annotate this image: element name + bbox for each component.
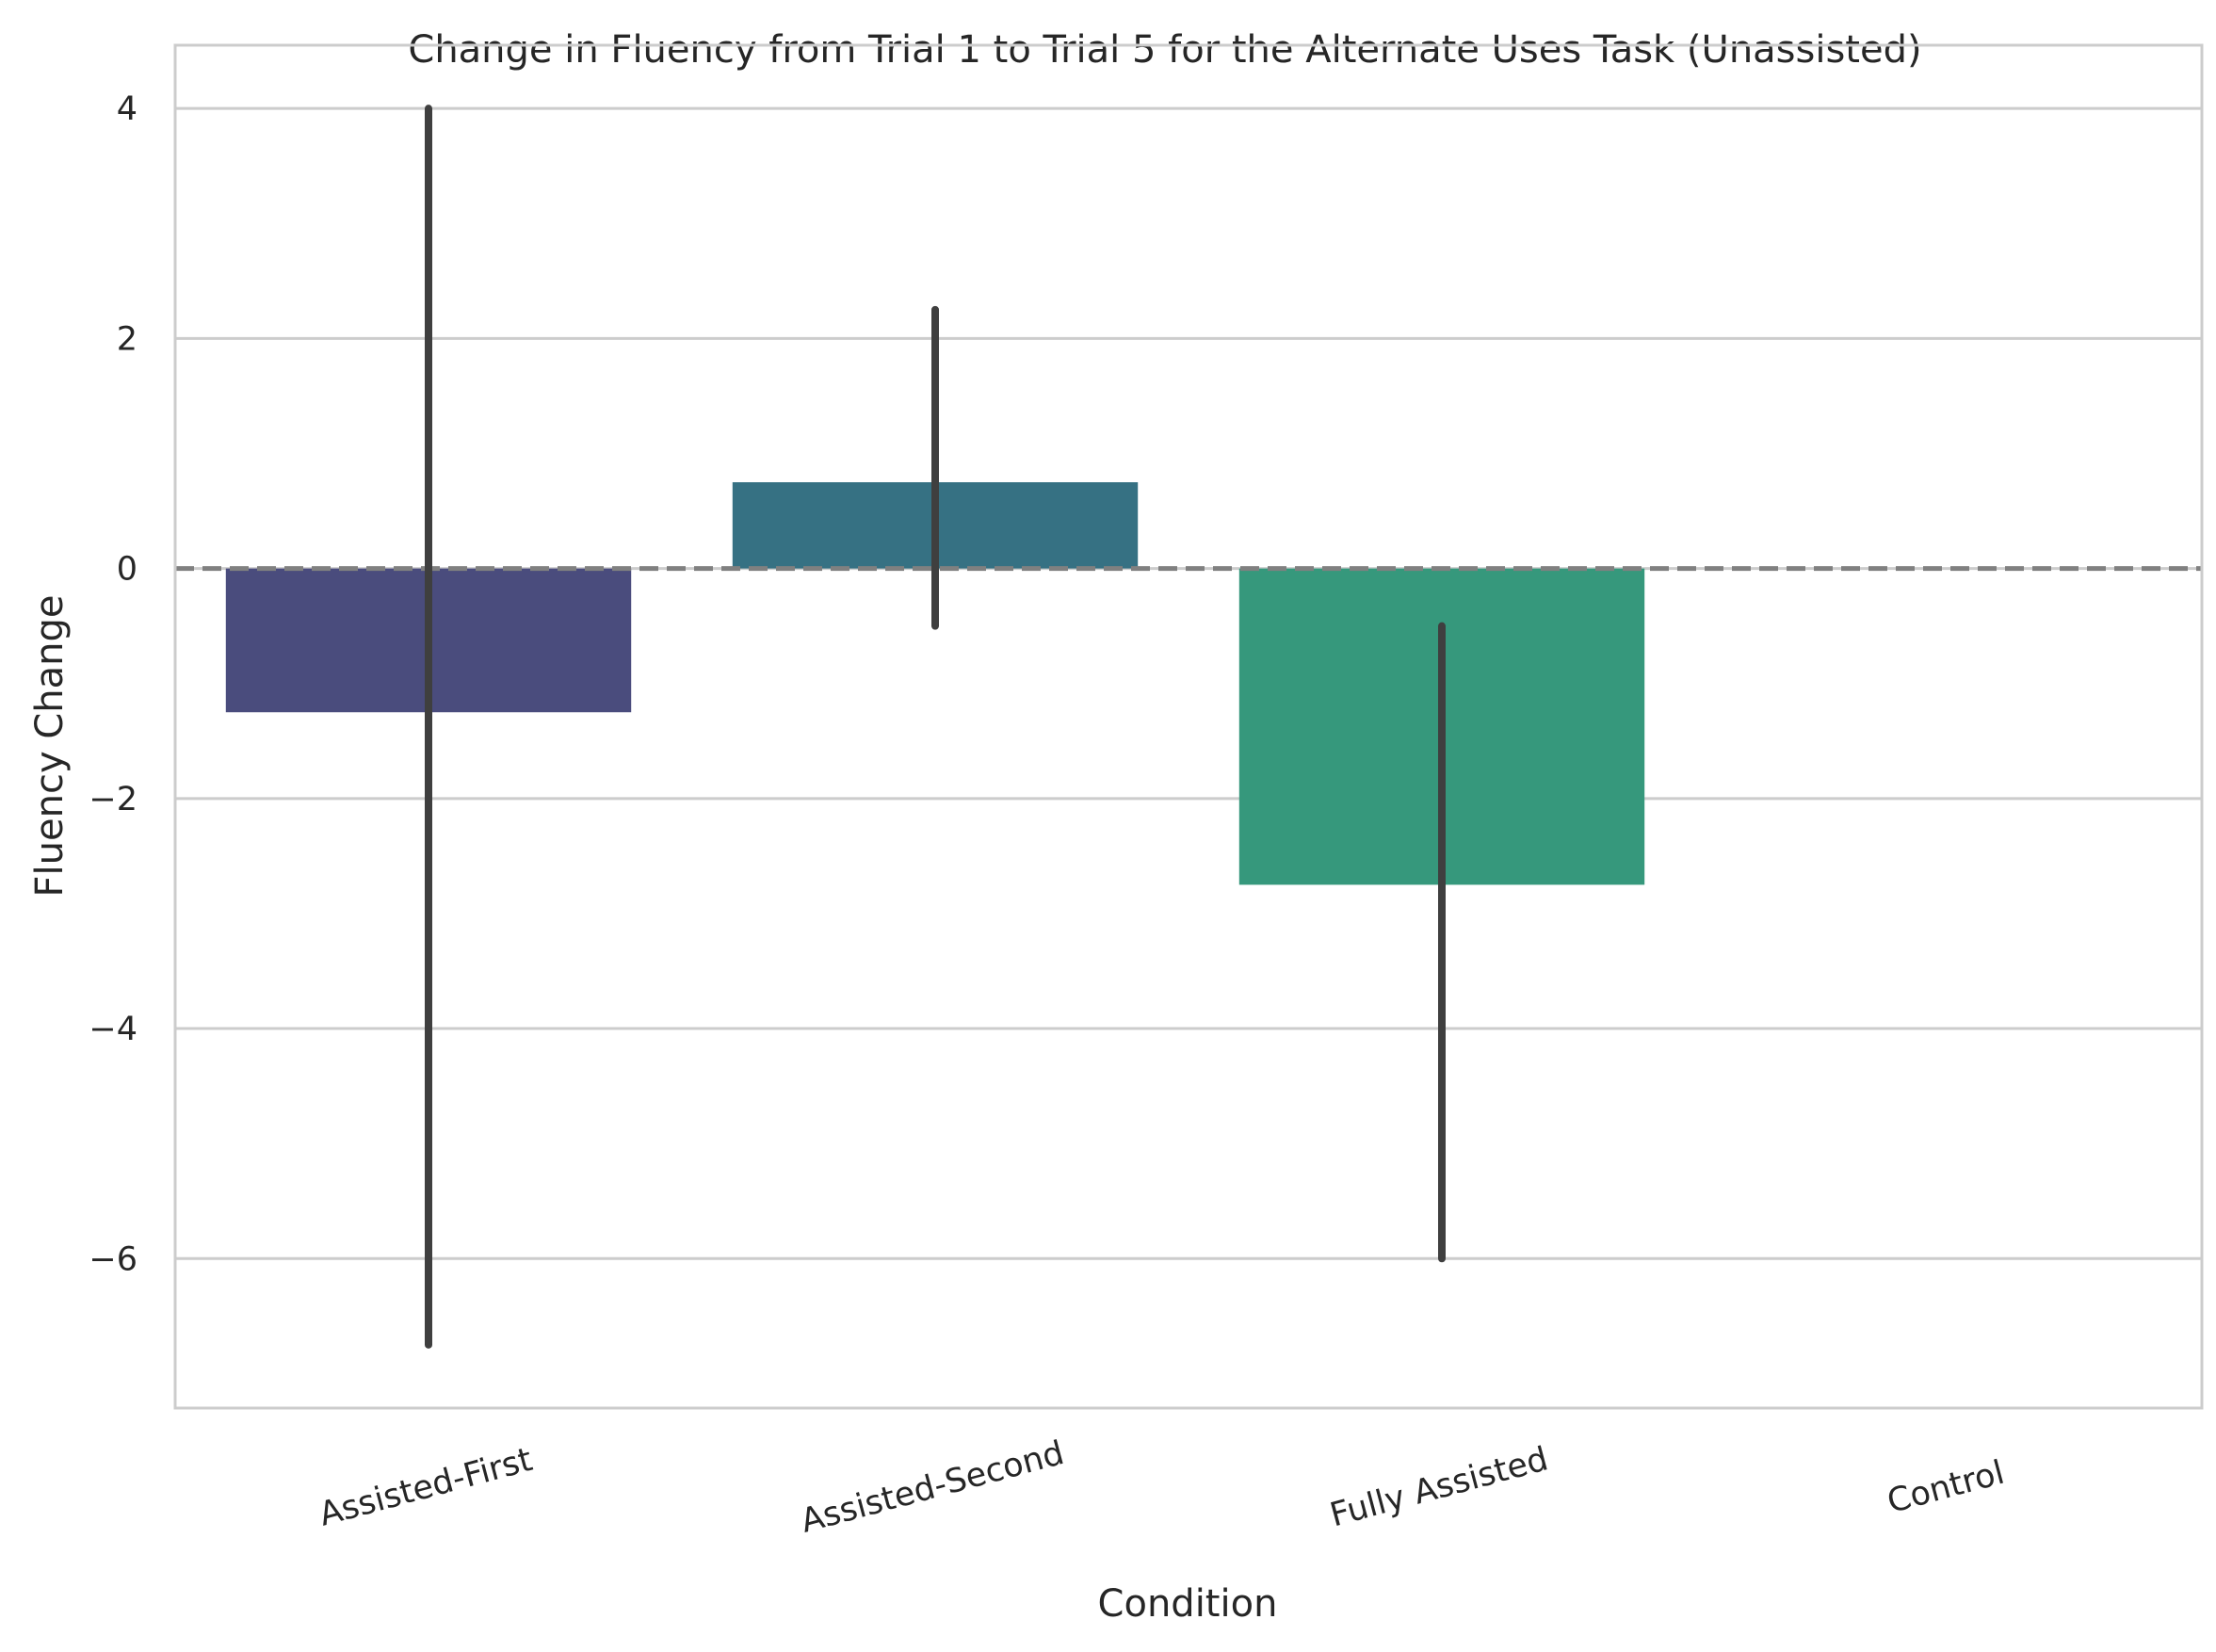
- x-tick-label: Assisted-First: [315, 1441, 537, 1534]
- error-bars: [425, 105, 1446, 1349]
- y-tick-label: −4: [89, 1011, 137, 1048]
- y-tick-label: 2: [117, 320, 137, 358]
- x-tick-label: Control: [1884, 1454, 2009, 1521]
- y-tick-label: −6: [89, 1240, 137, 1278]
- y-tick-label: 4: [117, 90, 137, 128]
- y-axis-label: Fluency Change: [28, 595, 72, 898]
- x-tick-label: Fully Assisted: [1326, 1440, 1552, 1534]
- x-tick-labels: Assisted-First Assisted-Second Fully Assis…: [315, 1434, 2009, 1541]
- y-tick-label: 0: [117, 551, 137, 589]
- x-axis-label: Condition: [1098, 1582, 1278, 1626]
- y-tick-label: −2: [89, 781, 137, 818]
- chart-title: Change in Fluency from Trial 1 to Trial …: [408, 28, 1921, 72]
- plot-frame: [173, 43, 2204, 1410]
- y-tick-labels: 4 2 0 −2 −4 −6: [89, 90, 137, 1278]
- x-tick-label: Assisted-Second: [797, 1434, 1068, 1541]
